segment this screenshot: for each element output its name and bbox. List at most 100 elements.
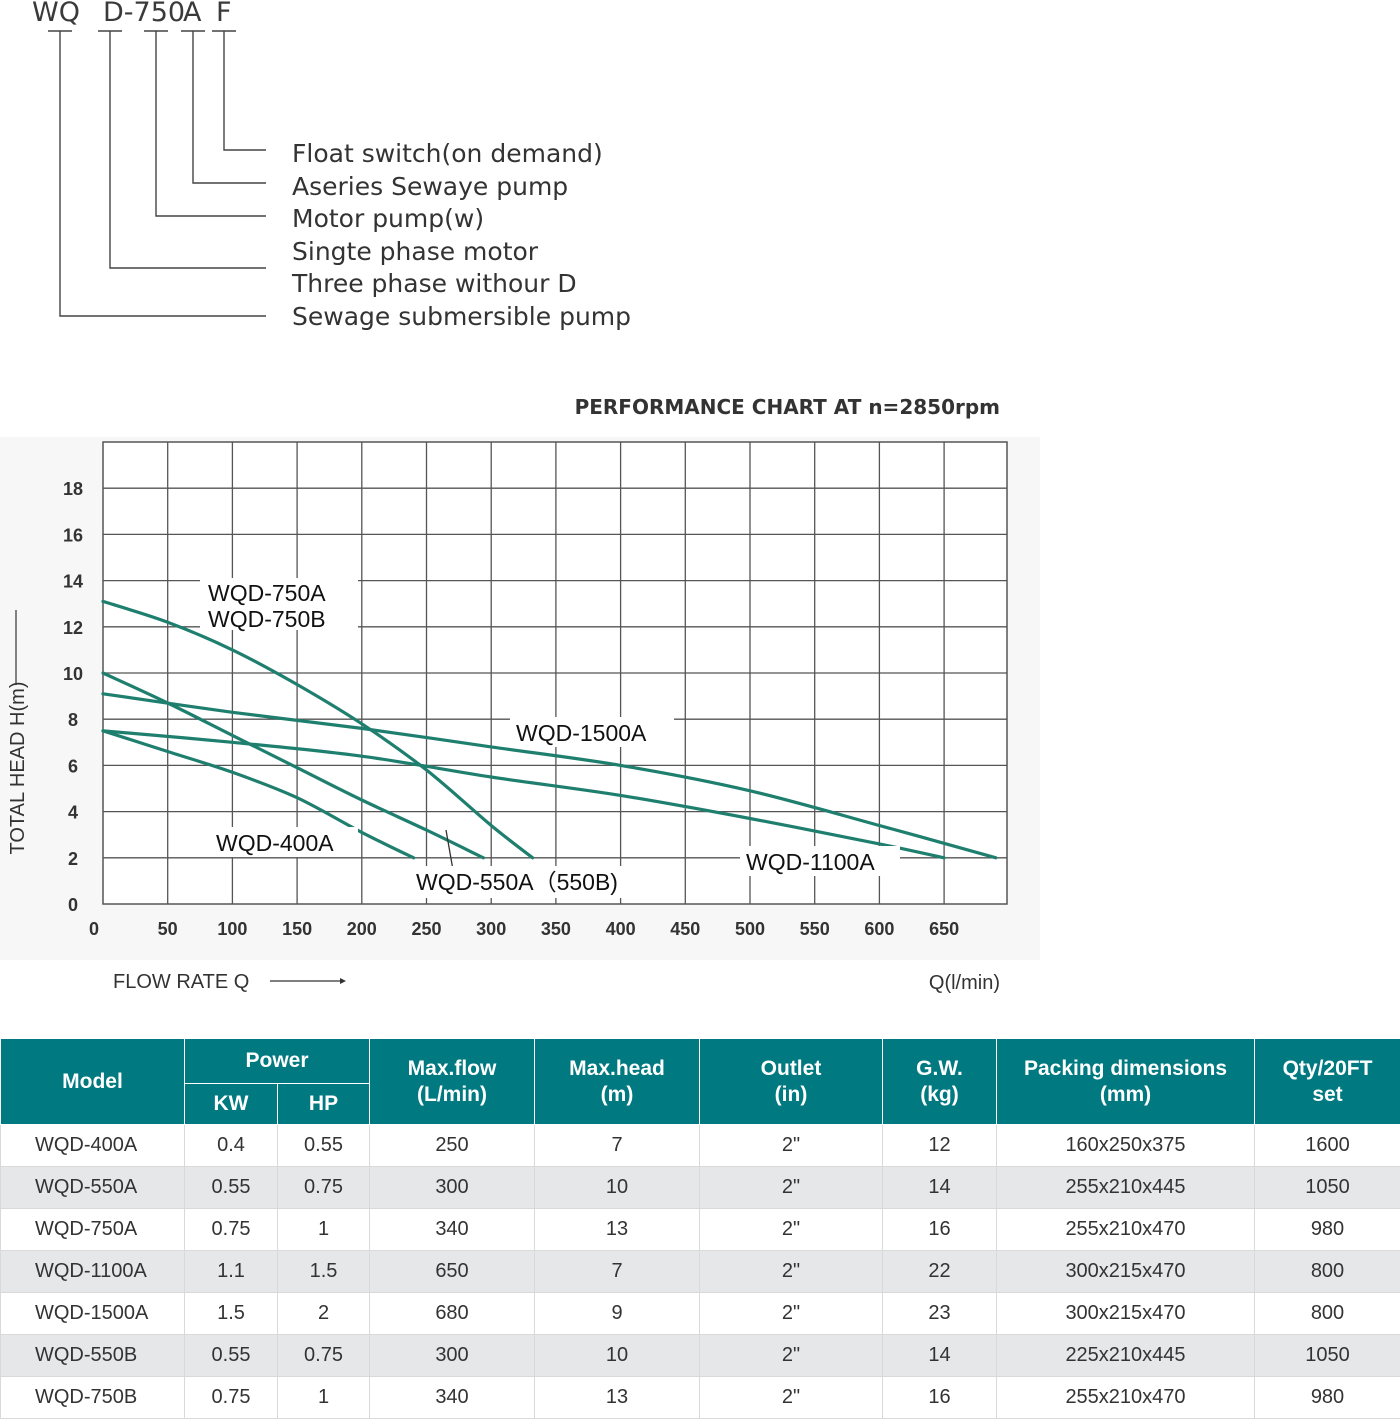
table-cell: 1.5 <box>184 1292 278 1335</box>
label-wqd-750a: WQD-750A <box>208 580 326 606</box>
label-bg-750 <box>200 578 358 630</box>
table-cell: 0.4 <box>184 1124 278 1167</box>
table-cell: 0.75 <box>184 1376 278 1419</box>
header-model: Model <box>0 1038 185 1125</box>
desc-single-phase: Singte phase motor <box>292 237 539 266</box>
desc-series: Aseries Sewaye pump <box>292 172 568 201</box>
table-row: WQD-750A 0.75 1 340 13 2" 16 255x210x470 980 <box>0 1208 1400 1251</box>
label-wqd-400a: WQD-400A <box>216 830 334 856</box>
table-cell: 10 <box>534 1166 700 1209</box>
table-cell: 0.75 <box>277 1334 370 1377</box>
table-cell: 14 <box>882 1166 997 1209</box>
y-tick-label: 18 <box>63 479 83 499</box>
x-tick-label: 400 <box>606 919 636 939</box>
table-cell: 1600 <box>1254 1124 1400 1167</box>
desc-motor-pump: Motor pump(w) <box>292 204 484 233</box>
x-tick-label: 200 <box>347 919 377 939</box>
table-cell: 16 <box>882 1208 997 1251</box>
table-row: WQD-750B 0.75 1 340 13 2" 16 255x210x470 980 <box>0 1376 1400 1419</box>
header-maxhead: Max.head (m) <box>534 1038 700 1125</box>
table-cell: 14 <box>882 1334 997 1377</box>
series-line-0 <box>101 599 535 860</box>
table-cell: 160x250x375 <box>996 1124 1255 1167</box>
header-gw: G.W. (kg) <box>882 1038 997 1125</box>
header-outlet: Outlet (in) <box>699 1038 883 1125</box>
table-cell: 2" <box>699 1124 883 1167</box>
table-cell: 250 <box>369 1124 535 1167</box>
table-cell-model: WQD-550A <box>0 1166 185 1209</box>
y-axis-label: TOTAL HEAD H(m) <box>7 682 29 855</box>
table-cell: 13 <box>534 1376 700 1419</box>
table-cell: 22 <box>882 1250 997 1293</box>
table-cell: 255x210x445 <box>996 1166 1255 1209</box>
desc-sewage-pump: Sewage submersible pump <box>292 302 631 331</box>
label-wqd-1500a: WQD-1500A <box>516 720 647 746</box>
code-part-f: F <box>216 0 232 28</box>
x-tick-label: 450 <box>670 919 700 939</box>
x-tick-label: 500 <box>735 919 765 939</box>
code-part-wq: WQ <box>32 0 80 28</box>
table-cell: 1050 <box>1254 1166 1400 1209</box>
spec-table: Model Power Max.flow (L/min) Max.head (m) … <box>0 1038 1400 1419</box>
table-cell: 340 <box>369 1208 535 1251</box>
y-tick-label: 14 <box>63 572 83 592</box>
table-cell: 2" <box>699 1376 883 1419</box>
label-leader-550 <box>445 829 454 871</box>
label-bg-1100 <box>740 846 900 876</box>
table-cell: 2" <box>699 1292 883 1335</box>
label-wqd-1100a: WQD-1100A <box>746 849 875 875</box>
table-cell: 0.55 <box>184 1334 278 1377</box>
label-wqd-550a: WQD-550A（550B) <box>416 869 618 895</box>
table-row: WQD-400A 0.4 0.55 250 7 2" 12 160x250x375 1600 <box>0 1124 1400 1167</box>
y-tick-label: 0 <box>68 895 78 915</box>
y-tick-label: 2 <box>68 849 78 869</box>
table-row: WQD-1100A 1.1 1.5 650 7 2" 22 300x215x470 800 <box>0 1250 1400 1293</box>
y-tick-label: 12 <box>63 618 83 638</box>
series-line-4 <box>101 729 946 860</box>
table-cell-model: WQD-1100A <box>0 1250 185 1293</box>
table-cell: 225x210x445 <box>996 1334 1255 1377</box>
table-cell: 0.55 <box>277 1124 370 1167</box>
table-cell: 300x215x470 <box>996 1250 1255 1293</box>
x-tick-label: 550 <box>800 919 830 939</box>
table-cell: 0.75 <box>277 1166 370 1209</box>
x-tick-label: 250 <box>411 919 441 939</box>
table-cell: 23 <box>882 1292 997 1335</box>
label-bg-1500 <box>510 717 674 747</box>
table-cell: 13 <box>534 1208 700 1251</box>
table-cell: 255x210x470 <box>996 1376 1255 1419</box>
table-cell: 12 <box>882 1124 997 1167</box>
table-cell: 2" <box>699 1334 883 1377</box>
label-wqd-750b: WQD-750B <box>208 606 326 632</box>
label-bg-550 <box>410 866 648 898</box>
table-cell: 1050 <box>1254 1334 1400 1377</box>
table-cell-model: WQD-750B <box>0 1376 185 1419</box>
x-tick-label: 0 <box>89 919 99 939</box>
desc-float-switch: Float switch(on demand) <box>292 139 603 168</box>
table-cell: 1.5 <box>277 1250 370 1293</box>
desc-three-phase: Three phase withour D <box>291 269 577 298</box>
series-line-2 <box>101 729 416 860</box>
table-cell-model: WQD-400A <box>0 1124 185 1167</box>
code-bracket-lines <box>48 30 266 317</box>
x-tick-label: 600 <box>864 919 894 939</box>
table-cell: 300 <box>369 1166 535 1209</box>
table-cell: 650 <box>369 1250 535 1293</box>
chart-title: PERFORMANCE CHART AT n=2850rpm <box>575 395 1000 419</box>
table-cell: 0.75 <box>184 1208 278 1251</box>
series-line-3 <box>101 692 998 860</box>
table-cell-model: WQD-1500A <box>0 1292 185 1335</box>
table-cell: 10 <box>534 1334 700 1377</box>
curves <box>101 599 998 860</box>
code-part-a: A <box>183 0 202 28</box>
performance-chart: PERFORMANCE CHART AT n=2850rpm 0 50 100 150… <box>7 395 1008 994</box>
header-hp: HP <box>277 1083 370 1125</box>
header-maxflow: Max.flow (L/min) <box>369 1038 535 1125</box>
table-cell-model: WQD-750A <box>0 1208 185 1251</box>
x-tick-label: 300 <box>476 919 506 939</box>
x-tick-label: 50 <box>158 919 178 939</box>
header-power: Power <box>184 1038 370 1084</box>
table-cell: 300 <box>369 1334 535 1377</box>
header-packing: Packing dimensions (mm) <box>996 1038 1255 1125</box>
table-cell: 2" <box>699 1208 883 1251</box>
